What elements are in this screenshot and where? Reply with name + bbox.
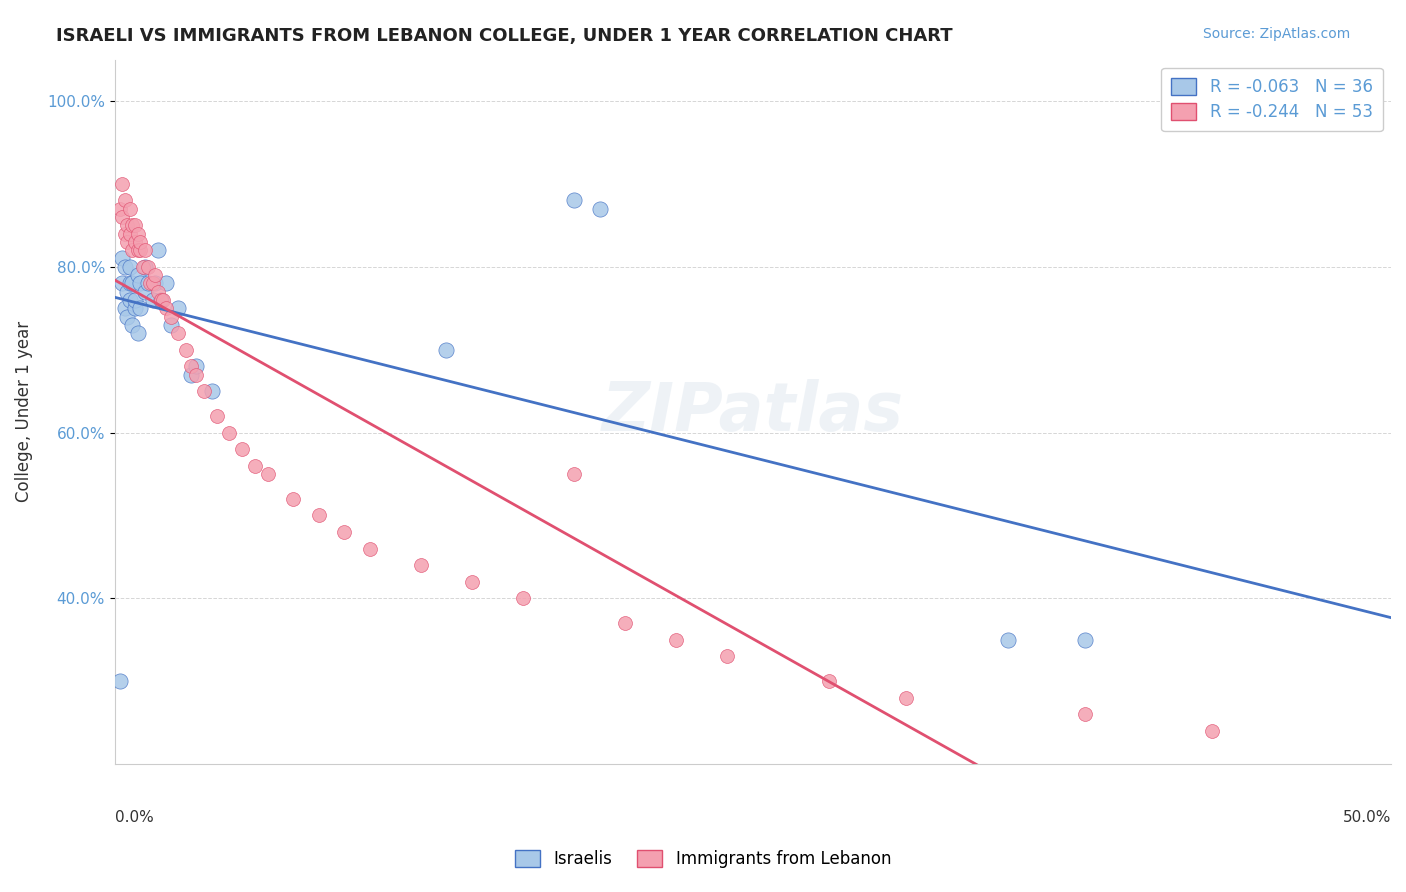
Point bbox=[118, 202, 141, 216]
Text: ZIPatlas: ZIPatlas bbox=[602, 379, 904, 445]
Point bbox=[174, 343, 197, 357]
Point bbox=[118, 293, 141, 307]
Text: ISRAELI VS IMMIGRANTS FROM LEBANON COLLEGE, UNDER 1 YEAR CORRELATION CHART: ISRAELI VS IMMIGRANTS FROM LEBANON COLLE… bbox=[56, 27, 953, 45]
Point bbox=[243, 458, 266, 473]
Point bbox=[111, 177, 134, 191]
Y-axis label: College, Under 1 year: College, Under 1 year bbox=[15, 321, 32, 502]
Point bbox=[118, 260, 141, 274]
Point bbox=[129, 235, 152, 249]
Text: 50.0%: 50.0% bbox=[1343, 810, 1391, 824]
Point bbox=[111, 277, 134, 291]
Point bbox=[129, 244, 152, 258]
Point bbox=[283, 491, 305, 506]
Point bbox=[155, 301, 177, 316]
Point bbox=[127, 268, 149, 282]
Point bbox=[1201, 723, 1223, 738]
Point bbox=[108, 202, 131, 216]
Point bbox=[256, 467, 278, 481]
Point bbox=[180, 368, 202, 382]
Point bbox=[665, 632, 688, 647]
Point bbox=[716, 649, 738, 664]
Point bbox=[114, 227, 136, 241]
Point bbox=[129, 301, 152, 316]
Point bbox=[129, 277, 152, 291]
Point bbox=[562, 467, 585, 481]
Point bbox=[359, 541, 381, 556]
Point bbox=[134, 244, 156, 258]
Point bbox=[146, 244, 169, 258]
Point bbox=[145, 268, 167, 282]
Point bbox=[308, 508, 330, 523]
Point bbox=[127, 326, 149, 340]
Point bbox=[124, 293, 146, 307]
Text: 0.0%: 0.0% bbox=[115, 810, 153, 824]
Point bbox=[117, 310, 139, 324]
Point bbox=[159, 310, 181, 324]
Point bbox=[114, 194, 136, 208]
Point bbox=[142, 293, 165, 307]
Point bbox=[131, 260, 153, 274]
Point bbox=[201, 384, 224, 398]
Point bbox=[121, 318, 143, 332]
Point bbox=[894, 690, 917, 705]
Point bbox=[108, 674, 131, 689]
Point bbox=[127, 227, 149, 241]
Point bbox=[152, 293, 174, 307]
Point bbox=[118, 227, 141, 241]
Point bbox=[124, 301, 146, 316]
Point bbox=[218, 425, 240, 440]
Point bbox=[461, 574, 484, 589]
Point bbox=[149, 293, 172, 307]
Point bbox=[121, 219, 143, 233]
Point bbox=[180, 359, 202, 374]
Point bbox=[111, 252, 134, 266]
Point bbox=[588, 202, 610, 216]
Point bbox=[193, 384, 215, 398]
Point bbox=[136, 277, 159, 291]
Point bbox=[139, 277, 162, 291]
Point bbox=[149, 293, 172, 307]
Point bbox=[167, 301, 190, 316]
Point bbox=[124, 235, 146, 249]
Point bbox=[134, 260, 156, 274]
Text: Source: ZipAtlas.com: Source: ZipAtlas.com bbox=[1202, 27, 1350, 41]
Point bbox=[231, 442, 253, 456]
Point bbox=[186, 359, 208, 374]
Point bbox=[117, 235, 139, 249]
Point bbox=[409, 558, 432, 573]
Point bbox=[121, 277, 143, 291]
Legend: R = -0.063   N = 36, R = -0.244   N = 53: R = -0.063 N = 36, R = -0.244 N = 53 bbox=[1161, 68, 1382, 131]
Point bbox=[121, 244, 143, 258]
Point bbox=[155, 277, 177, 291]
Point bbox=[127, 244, 149, 258]
Point bbox=[818, 674, 841, 689]
Point bbox=[145, 277, 167, 291]
Point bbox=[142, 277, 165, 291]
Point bbox=[136, 260, 159, 274]
Point bbox=[186, 368, 208, 382]
Point bbox=[997, 632, 1019, 647]
Point bbox=[333, 524, 356, 539]
Point bbox=[1073, 707, 1095, 722]
Point bbox=[114, 301, 136, 316]
Point bbox=[114, 260, 136, 274]
Point bbox=[117, 219, 139, 233]
Point bbox=[111, 210, 134, 224]
Point bbox=[436, 343, 458, 357]
Point bbox=[124, 219, 146, 233]
Point bbox=[134, 285, 156, 299]
Point bbox=[118, 277, 141, 291]
Point bbox=[614, 616, 637, 631]
Point bbox=[146, 285, 169, 299]
Point bbox=[1073, 632, 1095, 647]
Point bbox=[512, 591, 534, 606]
Point bbox=[562, 194, 585, 208]
Legend: Israelis, Immigrants from Lebanon: Israelis, Immigrants from Lebanon bbox=[509, 843, 897, 875]
Point bbox=[167, 326, 190, 340]
Point bbox=[117, 285, 139, 299]
Point bbox=[159, 318, 181, 332]
Point bbox=[205, 409, 228, 423]
